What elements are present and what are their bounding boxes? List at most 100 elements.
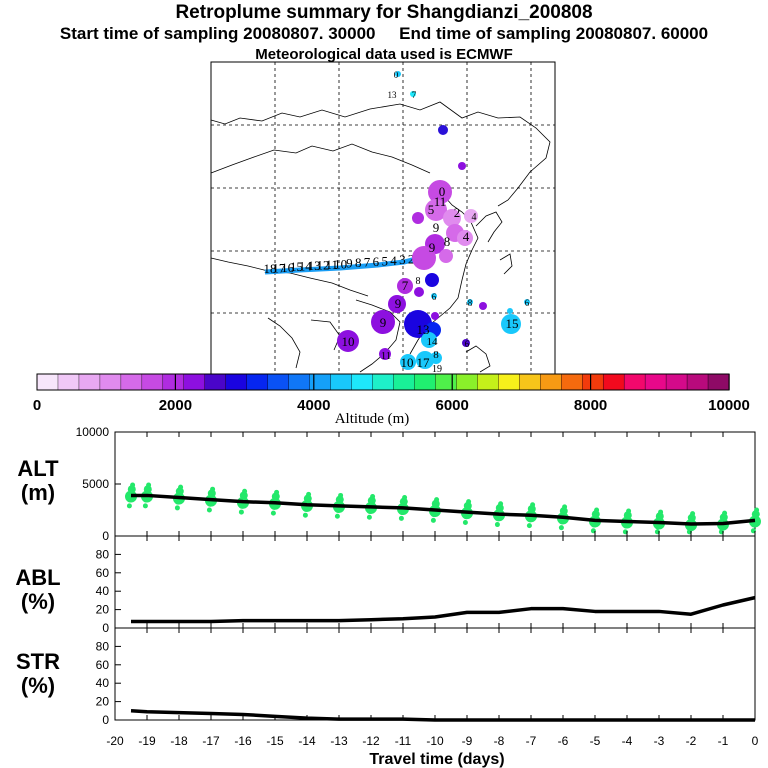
colorbar-tick-label: 10000 [708,397,750,414]
plume-circle [501,314,521,334]
plume-label: 7 [402,278,409,293]
trajectory-label: 10 [334,256,347,271]
plume-label: 9 [433,220,440,235]
alt-scatter-point [274,489,280,495]
colorbar-swatch [351,373,374,391]
colorbar-swatch [414,373,437,391]
plume-circles [337,71,530,370]
plume-label: 15 [506,316,519,331]
x-tick-label: -19 [138,734,156,748]
alt-scatter-point [594,507,600,513]
colorbar-swatch [498,373,521,391]
plume-circle [421,332,437,348]
trajectory-label: 5 [381,253,388,268]
colorbar-swatch [36,373,59,391]
plume-circle [397,278,413,294]
str-panel-unit: (%) [21,673,55,698]
plume-circle [371,310,395,334]
plume-circle [457,230,473,246]
plume-circle [379,348,391,360]
colorbar-swatch [120,373,143,391]
str-y-tick-label: 60 [96,658,110,672]
abl-y-tick-label: 0 [102,621,109,635]
alt-scatter-point [306,491,312,497]
alt-scatter-point [754,507,760,513]
colorbar-swatch [456,373,479,391]
colorbar-swatch [78,373,101,391]
colorbar-swatch [582,373,604,391]
alt-scatter-point [334,513,340,519]
colorbar-swatch [435,373,458,391]
colorbar-frame [36,373,730,391]
plume-circle [337,330,359,352]
plume-circle [431,312,439,320]
alt-scatter-point [402,495,408,501]
plume-label: 19 [432,364,442,375]
abl-y-tick-label: 20 [96,603,110,617]
abl-y-tick-label: 40 [96,584,110,598]
x-tick-label: -17 [202,734,220,748]
colorbar-swatch [267,373,290,391]
trajectory-path [264,255,421,275]
colorbar-swatch [602,373,625,391]
x-tick-label: -12 [362,734,380,748]
plume-label: 8 [433,349,439,361]
time-series-panels: ALT (m) ABL (%) STR (%) 10000 5000 0 80 60 40… [15,425,761,748]
plume-circle [412,246,436,270]
alt-scatter-point [206,507,212,513]
colorbar-swatch [162,373,185,391]
trajectory-label: 12 [316,257,329,272]
colorbar-swatch [372,373,395,391]
colorbar-swatch [686,373,709,391]
alt-scatter-point [126,503,132,509]
trajectory-label: 9 [346,256,353,271]
plume-circle [416,351,434,369]
plume-label: 13 [417,322,430,337]
colorbar-swatch [561,373,583,391]
alt-scatter-point [242,488,248,494]
plume-circle [464,209,478,223]
plume-circle [410,91,416,97]
trajectory-label: 6 [373,254,380,269]
str-y-tick-label: 40 [96,676,110,690]
x-tick-label: -13 [330,734,348,748]
trajectory-label: 8 [355,255,362,270]
colorbar-tick-label: 6000 [436,397,469,414]
x-tick-label: -16 [234,734,252,748]
x-tick-label: -7 [526,734,537,748]
x-tick-label: -1 [718,734,729,748]
plume-circle [395,71,401,77]
alt-scatter-point [530,502,536,508]
alt-panel-unit: (m) [21,480,55,505]
trajectory-label: 17 [272,260,286,275]
abl-series-line [131,595,756,624]
plume-label: 9 [380,315,387,330]
abl-panel-label: ABL [15,565,60,590]
x-tick-label: -11 [395,734,412,748]
colorbar-label: Altitude (m) [335,411,410,427]
plume-label: 11 [381,350,392,362]
plume-circle [400,354,416,370]
plume-circle [431,293,437,299]
x-axis-label: Travel time (days) [369,751,504,768]
trajectory-label: 2 [408,252,415,267]
x-tick-label: -14 [298,734,316,748]
plume-label: 5 [428,202,435,217]
colorbar: 0 2000 4000 6000 8000 10000 Altitude (m) [33,373,750,427]
x-tick-label: -10 [426,734,444,748]
alt-scatter-point [210,486,216,492]
alt-scatter-point [430,517,436,523]
trajectory-label: 13 [308,258,321,273]
plume-label: 8 [468,298,473,308]
plume-label: 0 [439,184,446,199]
plume-label: 14 [427,336,439,348]
colorbar-swatch [288,373,311,391]
plume-circle [412,212,424,224]
plume-label: 6 [432,292,437,302]
alt-y-tick-label: 10000 [76,425,110,439]
alt-scatter-point [366,514,372,520]
colorbar-swatch [99,373,122,391]
abl-y-tick-label: 80 [96,547,110,561]
alt-scatter-point [466,499,472,505]
str-y-tick-label: 80 [96,639,110,653]
